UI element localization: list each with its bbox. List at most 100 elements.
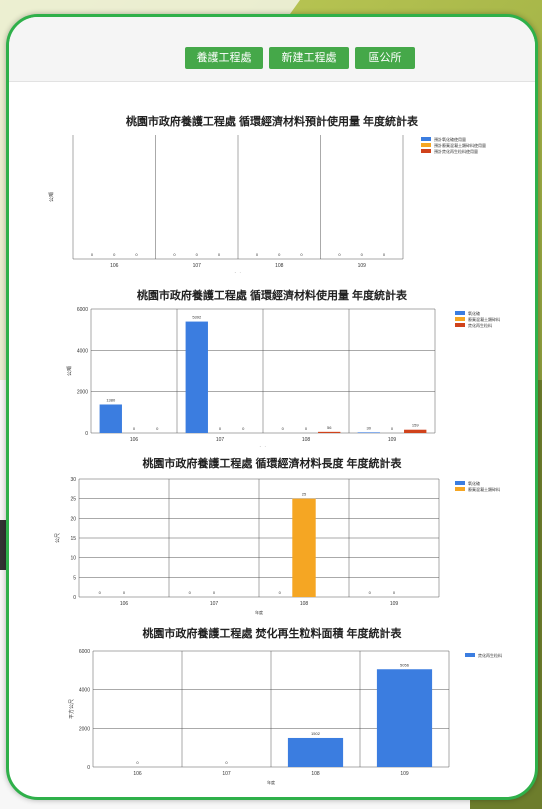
bar-value-label: 0 <box>156 426 159 431</box>
y-tick-label: 5 <box>73 575 76 581</box>
legend-label: 預計氧化碴使用量 <box>434 136 466 142</box>
chart-area: 桃園市政府養護工程處 焚化再生粒料面積 年度統計表 0 2000 4000 6000 平方… <box>9 625 535 785</box>
chart-bar <box>99 404 122 433</box>
bar-value-label: 0 <box>173 252 176 257</box>
x-axis-label: 年度 <box>267 779 275 785</box>
chart-length: 桃園市政府養護工程處 循環經濟材料長度 年度統計表 0 5 10 15 20 25 30 公尺 1… <box>9 455 535 615</box>
x-axis-label: 年度 <box>234 271 242 273</box>
y-tick-label: 30 <box>70 477 76 483</box>
y-tick-label: 15 <box>70 536 76 542</box>
chart-bar <box>404 429 427 433</box>
y-axis-label: 公噸 <box>66 366 73 376</box>
y-tick-label: 25 <box>70 497 76 503</box>
tab-maintenance-office[interactable]: 養護工程處 <box>185 47 263 69</box>
x-tick-label: 108 <box>311 771 320 777</box>
chart-bar <box>318 431 341 433</box>
tab-district-office[interactable]: 區公所 <box>355 47 415 69</box>
bar-value-label: 0 <box>383 252 386 257</box>
bar-value-label: 0 <box>219 426 222 431</box>
x-tick-label: 107 <box>193 263 202 269</box>
top-toolbar: 養護工程處 新建工程處 區公所 <box>9 17 535 82</box>
bar-value-label: 5392 <box>192 315 202 320</box>
y-tick-label: 6000 <box>79 649 90 655</box>
bar-value-label: 0 <box>225 760 228 765</box>
bar-value-label: 0 <box>99 590 102 595</box>
bar-value-label: 0 <box>305 426 308 431</box>
legend-label: 預計廢棄混凝土類碎料使用量 <box>434 142 486 148</box>
legend-swatch <box>421 143 431 147</box>
x-tick-label: 107 <box>216 437 225 443</box>
chart-title: 桃園市政府養護工程處 循環經濟材料長度 年度統計表 <box>142 456 402 470</box>
y-tick-label: 0 <box>85 431 88 437</box>
y-tick-label: 4000 <box>77 348 88 354</box>
x-tick-label: 109 <box>358 263 367 269</box>
legend-swatch <box>465 653 475 657</box>
x-tick-label: 108 <box>275 263 284 269</box>
x-tick-label: 107 <box>222 771 231 777</box>
y-tick-label: 2000 <box>79 726 90 732</box>
bar-value-label: 0 <box>391 426 394 431</box>
bar-value-label: 1380 <box>106 397 116 402</box>
chart-bar <box>376 669 433 767</box>
bar-value-label: 0 <box>338 252 341 257</box>
bar-value-label: 30 <box>367 425 372 430</box>
y-tick-label: 10 <box>70 556 76 562</box>
bar-value-label: 0 <box>242 426 245 431</box>
bar-value-label: 0 <box>123 590 126 595</box>
legend-swatch <box>421 149 431 153</box>
screenshot-frame: 養護工程處 新建工程處 區公所 桃園市政府養護工程處 循環經濟材料預計使用量 年… <box>6 14 538 800</box>
bar-value-label: 0 <box>369 590 372 595</box>
y-tick-label: 20 <box>70 516 76 522</box>
bar-value-label: 0 <box>218 252 221 257</box>
x-tick-label: 109 <box>388 437 397 443</box>
bar-value-label: 0 <box>213 590 216 595</box>
bar-value-label: 0 <box>136 760 139 765</box>
x-tick-label: 108 <box>300 601 309 607</box>
x-tick-label: 106 <box>130 437 139 443</box>
chart-bar <box>287 737 344 767</box>
bar-value-label: 0 <box>279 590 282 595</box>
legend-swatch <box>455 481 465 485</box>
bar-value-label: 0 <box>91 252 94 257</box>
legend-label: 氧化碴 <box>468 480 480 486</box>
bar-value-label: 159 <box>412 423 419 428</box>
bar-value-label: 0 <box>300 252 303 257</box>
x-axis-label: 年度 <box>255 609 263 615</box>
bar-value-label: 25 <box>302 492 307 497</box>
legend-swatch <box>455 317 465 321</box>
bar-value-label: 0 <box>361 252 364 257</box>
chart-title: 桃園市政府養護工程處 焚化再生粒料面積 年度統計表 <box>142 626 402 640</box>
bar-value-label: 0 <box>256 252 259 257</box>
legend-label: 焚化再生粒料 <box>468 322 492 328</box>
legend-label: 預計焚化再生粒料使用量 <box>434 148 478 154</box>
legend-swatch <box>455 487 465 491</box>
y-axis-label: 公尺 <box>55 533 61 543</box>
bar-value-label: 1502 <box>311 731 321 736</box>
y-tick-label: 4000 <box>79 688 90 694</box>
bar-value-label: 0 <box>133 426 136 431</box>
y-tick-label: 0 <box>73 595 76 601</box>
x-tick-label: 109 <box>390 601 399 607</box>
bar-value-label: 0 <box>278 252 281 257</box>
y-tick-label: 0 <box>87 765 90 771</box>
tab-new-construction-office[interactable]: 新建工程處 <box>269 47 349 69</box>
chart-title: 桃園市政府養護工程處 循環經濟材料使用量 年度統計表 <box>137 288 408 302</box>
bar-value-label: 0 <box>135 252 138 257</box>
x-tick-label: 106 <box>133 771 142 777</box>
bar-value-label: 56 <box>327 425 332 430</box>
bar-value-label: 0 <box>189 590 192 595</box>
y-axis-label: 公噸 <box>48 192 55 202</box>
chart-title: 桃園市政府養護工程處 循環經濟材料預計使用量 年度統計表 <box>126 114 419 128</box>
chart-bar <box>292 498 316 597</box>
legend-label: 廢棄混凝土類碎料 <box>468 316 500 322</box>
y-tick-label: 6000 <box>77 307 88 313</box>
bar-value-label: 0 <box>393 590 396 595</box>
bar-value-label: 0 <box>282 426 285 431</box>
x-tick-label: 106 <box>110 263 119 269</box>
legend-swatch <box>455 311 465 315</box>
y-axis-label: 平方公尺 <box>68 699 75 719</box>
legend-label: 焚化再生粒料 <box>478 652 502 658</box>
legend-swatch <box>455 323 465 327</box>
x-tick-label: 108 <box>302 437 311 443</box>
chart-bar <box>357 432 380 433</box>
